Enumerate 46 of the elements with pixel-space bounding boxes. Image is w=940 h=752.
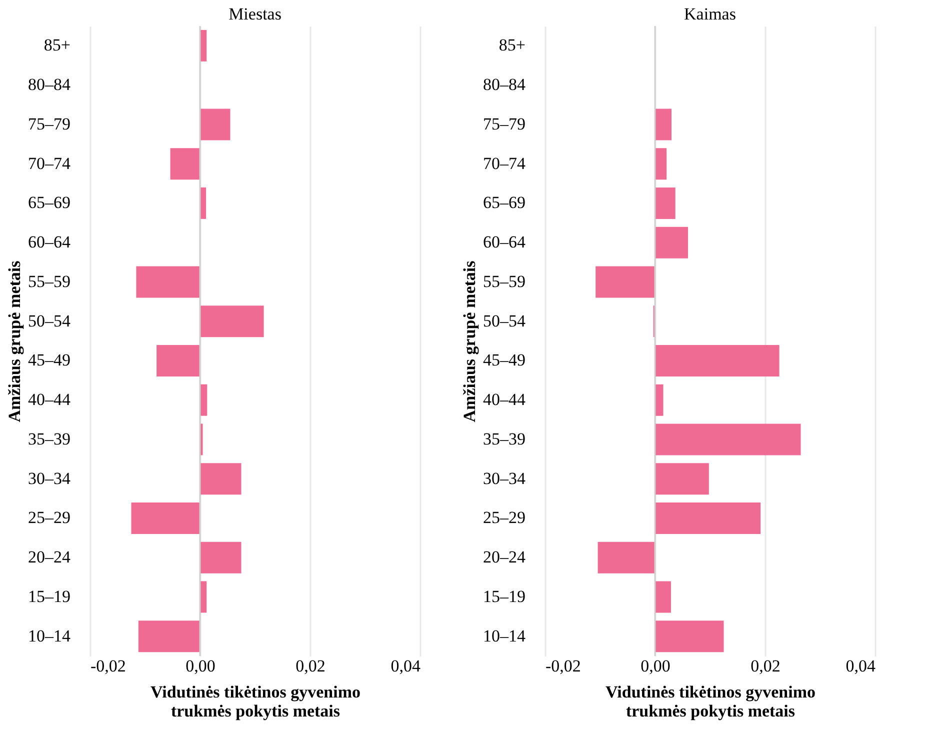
y-tick-label: 40–44 xyxy=(483,390,526,410)
y-tick-label: 45–49 xyxy=(483,350,526,370)
y-tick-label: 30–34 xyxy=(28,468,71,488)
y-tick-label: 50–54 xyxy=(28,311,71,330)
x-tick-label: 0,00 xyxy=(640,656,670,676)
y-tick-label: 30–34 xyxy=(483,468,526,488)
y-tick-label: 75–79 xyxy=(28,114,70,134)
x-tick-label: -0,02 xyxy=(546,656,581,676)
y-tick-label: 50–54 xyxy=(483,311,526,330)
y-axis-title: Amžiaus grupė metais xyxy=(5,260,24,422)
y-tick-label: 80–84 xyxy=(28,75,71,94)
y-tick-label: 20–24 xyxy=(28,548,71,567)
y-tick-label: 35–39 xyxy=(483,429,526,448)
y-tick-label: 45–49 xyxy=(28,350,70,370)
chart-title: Miestas xyxy=(228,4,282,24)
y-tick-label: 40–44 xyxy=(28,390,71,410)
y-tick-label: 75–79 xyxy=(483,114,526,134)
y-tick-label: 70–74 xyxy=(483,154,526,173)
x-tick-label: 0,00 xyxy=(186,656,216,676)
y-tick-label: 55–59 xyxy=(28,272,70,291)
y-tick-label: 25–29 xyxy=(28,508,70,528)
y-tick-label: 60–64 xyxy=(28,232,71,252)
x-tick-label: 0,04 xyxy=(846,656,876,676)
x-tick-label: 0,04 xyxy=(390,656,421,676)
y-tick-label: 85+ xyxy=(44,36,70,55)
y-tick-label: 35–39 xyxy=(28,429,70,448)
y-tick-label: 60–64 xyxy=(483,232,526,252)
y-tick-label: 15–19 xyxy=(28,586,70,606)
chart-title: Kaimas xyxy=(684,4,736,24)
x-axis-title: Vidutinės tikėtinos gyvenimo trukmės pokytis metais xyxy=(150,682,361,720)
y-tick-label: 65–69 xyxy=(483,193,526,212)
x-tick-label: 0,02 xyxy=(296,656,326,676)
y-tick-label: 10–14 xyxy=(483,626,526,646)
y-tick-label: 15–19 xyxy=(483,586,526,606)
y-tick-label: 85+ xyxy=(498,36,526,55)
y-axis-title: Amžiaus grupė metais xyxy=(460,260,479,422)
y-tick-label: 80–84 xyxy=(483,75,526,94)
x-tick-label: -0,02 xyxy=(90,656,126,676)
y-tick-label: 55–59 xyxy=(483,272,526,291)
y-tick-label: 20–24 xyxy=(483,548,526,567)
x-tick-label: 0,02 xyxy=(750,656,780,676)
x-axis-title: Vidutinės tikėtinos gyvenimo trukmės pokytis metais xyxy=(605,682,816,720)
y-tick-label: 25–29 xyxy=(483,508,526,528)
y-tick-label: 65–69 xyxy=(28,193,70,212)
y-tick-label: 70–74 xyxy=(28,154,71,173)
y-tick-label: 10–14 xyxy=(28,626,71,646)
